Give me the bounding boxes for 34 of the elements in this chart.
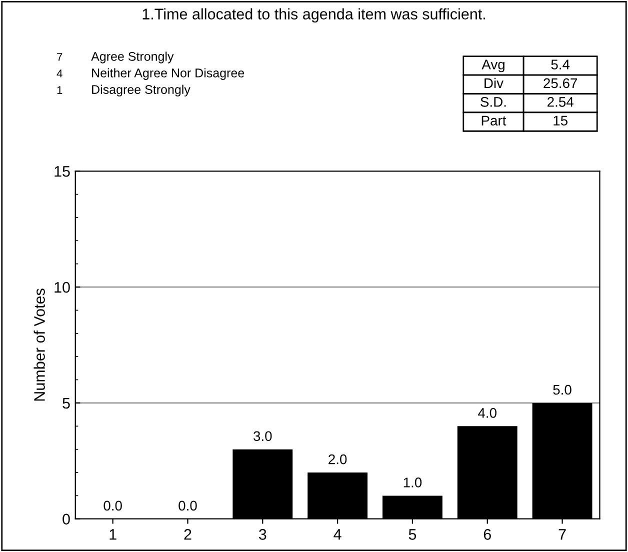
text: 7 [57,53,62,61]
data-label: 3.0 [254,431,272,442]
x-tick-label: 5 [408,529,416,540]
text: 15 [554,116,568,126]
text: 1 [57,86,62,94]
text: Part [482,116,506,126]
x-tick-label: 2 [184,529,192,540]
text: 2.54 [548,96,574,107]
x-tick-label: 3 [258,529,266,540]
chart-title: 1.Time allocated to this agenda item was sufficient. [142,8,486,22]
data-label: 0.0 [178,500,197,511]
text: Div [484,78,504,88]
y-tick-label: 10 [54,282,70,293]
text: Neither Agree Nor Disagree [92,68,244,80]
y-axis-title: Number of Votes [34,288,45,401]
y-tick-label: 0 [62,514,70,525]
y-tick-label: 5 [62,398,70,409]
data-label: 5.0 [553,384,572,395]
text: 5.4 [551,60,570,70]
text: Disagree Strongly [92,84,190,96]
data-label: 2.0 [328,454,347,464]
text: 4 [56,70,62,78]
text: 25.67 [544,78,578,88]
x-tick-label: 4 [334,529,342,540]
data-label: 4.0 [478,408,496,418]
text: Avg [482,60,504,72]
text: S.D. [480,96,506,107]
x-tick-label: 1 [110,529,116,540]
data-label: 1.0 [404,478,422,488]
text: Agree Strongly [91,52,174,64]
x-tick-label: 6 [484,529,491,540]
y-tick-label: 15 [54,166,70,177]
data-label: 0.0 [104,500,122,511]
x-tick-label: 7 [558,529,566,540]
